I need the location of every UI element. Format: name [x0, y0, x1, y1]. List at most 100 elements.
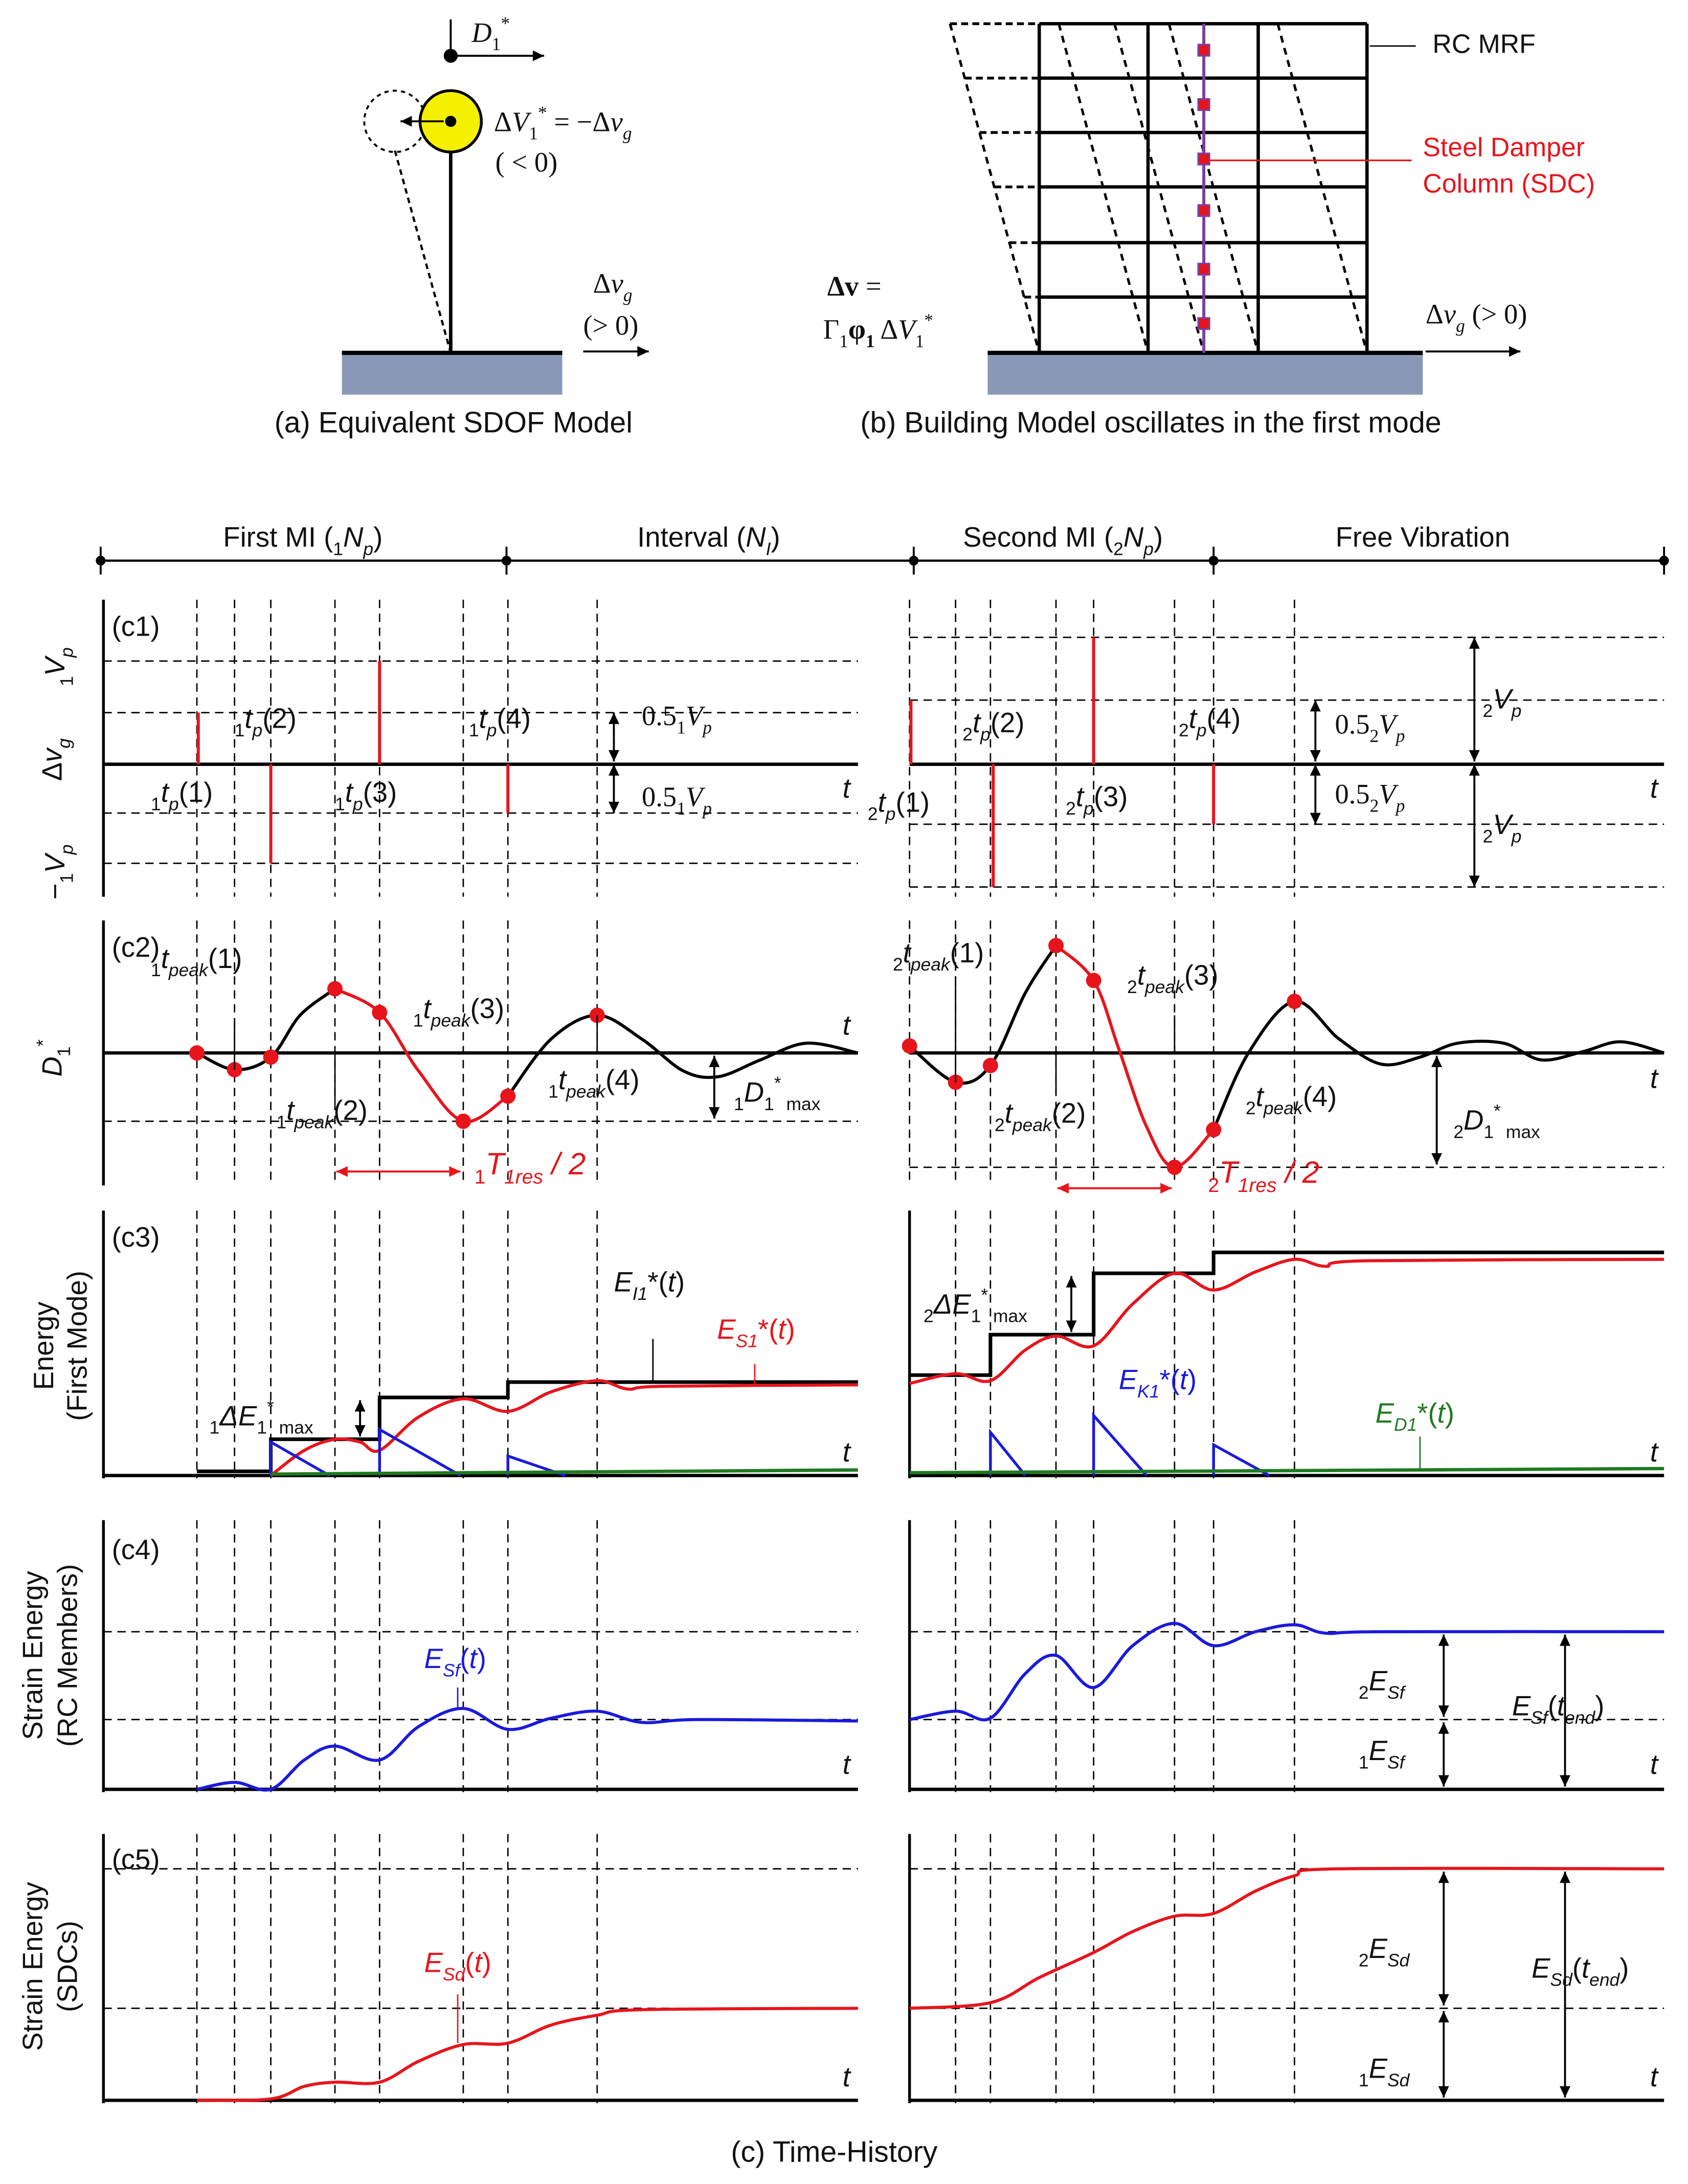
label-segment: E	[1369, 2053, 1388, 2084]
kinetic-energy-curve	[269, 1439, 330, 1477]
esd1-label: 1ESd	[1359, 2053, 1410, 2090]
label-segment: (1)	[895, 786, 930, 818]
half-vp-arrow-right-head	[1310, 813, 1321, 824]
esf1-arrow-head	[1438, 1775, 1449, 1787]
label-segment: t	[1005, 1098, 1014, 1129]
peak-marker	[500, 1088, 516, 1104]
label-segment: t	[668, 1267, 677, 1298]
label-segment: peak	[168, 960, 209, 980]
ed-label: ED1*(t)	[1376, 1398, 1454, 1435]
tres-arrow-right-head	[1057, 1183, 1069, 1194]
caption-a: (a) Equivalent SDOF Model	[275, 406, 633, 439]
tres-arrow-head	[336, 1166, 348, 1177]
label-segment: t	[474, 1947, 483, 1978]
label-segment: (> 0)	[583, 310, 638, 341]
figure-geometry	[96, 19, 1669, 2103]
label-segment: v	[611, 268, 624, 299]
half-vp-arrow-right-head	[1310, 764, 1321, 776]
label-segment: 1	[56, 676, 77, 686]
label-segment: Γ	[823, 314, 840, 345]
label-segment: (	[1548, 1691, 1557, 1722]
half-vp-arrow-head	[609, 750, 619, 762]
dmax-left: 1D1* max	[734, 1073, 821, 1114]
label-segment: *	[1494, 1101, 1501, 1121]
label-segment: 1	[235, 720, 245, 740]
gamma-label: Γ1φ1 ΔV1*	[823, 310, 933, 351]
label-segment: 1	[333, 538, 343, 559]
label-segment: t	[161, 777, 170, 808]
label-segment: v	[611, 106, 623, 137]
label-segment: g	[623, 123, 632, 144]
label-segment: peak	[1263, 1098, 1304, 1118]
label-segment: t	[345, 777, 354, 808]
label-segment: Δ	[1426, 299, 1444, 330]
label-segment: 1res	[504, 1166, 543, 1188]
label-segment: g	[623, 285, 633, 305]
label-segment: 1	[548, 1081, 558, 1101]
label-segment: Second MI (	[963, 522, 1113, 553]
label-segment: N	[343, 522, 364, 553]
label-segment: 1	[915, 331, 925, 351]
esd-end-label: ESd(tend)	[1532, 1952, 1629, 1990]
tpeak2-left: 1tpeak(2)	[276, 1095, 367, 1132]
label-segment: E	[1532, 1952, 1550, 1984]
label-segment: Δ	[494, 106, 512, 137]
label-segment: )	[373, 522, 382, 553]
tres-arrow-right-head	[1160, 1183, 1172, 1194]
label-segment: 1res	[1238, 1175, 1277, 1197]
panel-c2: (c2) D1* 1tpeak(1) 1tpeak(2) 1tpeak(3) 1…	[33, 932, 1659, 1197]
label-segment: v	[1444, 299, 1456, 330]
y-axis-label-line1: Strain Energy	[17, 1570, 48, 1740]
caption-b: (b) Building Model oscillates in the fir…	[860, 406, 1441, 439]
half-vp-arrow-right-head	[1310, 700, 1321, 712]
label-segment: φ	[848, 314, 866, 345]
half-vp-down-right: 0.52Vp	[1335, 778, 1405, 816]
label-segment: 1	[1359, 1752, 1369, 1772]
y-axis-label: Δvg	[36, 738, 74, 781]
label-segment: p	[363, 538, 373, 559]
mass-center	[445, 116, 457, 127]
vp-arrow-right-head	[1469, 764, 1480, 776]
label-segment: / 2	[1277, 1155, 1319, 1189]
label-segment: p	[486, 720, 497, 740]
tres-right: 2T1res / 2	[1208, 1155, 1319, 1197]
label-segment: )	[771, 522, 780, 553]
esd-label: ESd(t)	[424, 1947, 491, 1984]
sdc-damper	[1197, 204, 1210, 217]
label-segment: 1	[210, 1417, 220, 1438]
label-segment: p	[1083, 798, 1094, 819]
sdc-strain-energy-curve-right	[909, 1866, 1664, 2010]
gt0-label: (> 0)	[583, 310, 638, 341]
esf1-label: 1ESf	[1359, 1735, 1406, 1772]
ground-a	[342, 353, 562, 395]
peak-marker	[1166, 1159, 1182, 1175]
label-segment: *(	[1417, 1398, 1437, 1429]
label-segment: 1	[734, 1094, 744, 1114]
label-segment: *(	[647, 1267, 667, 1298]
label-segment: (3)	[363, 777, 397, 808]
t-axis-label-right: t	[1650, 1436, 1659, 1468]
label-segment: 2	[893, 954, 903, 975]
t-axis-label: t	[843, 1436, 852, 1468]
damping-energy-curve-right	[909, 1467, 1664, 1475]
tpeak3-right: 2tpeak(3)	[1127, 959, 1218, 997]
ek-label: EK1*(t)	[1119, 1364, 1197, 1401]
vp-arrow-right-head	[1469, 750, 1480, 762]
esf2-label: 2ESf	[1359, 1665, 1406, 1703]
half-vp-down-left: 0.51Vp	[642, 781, 712, 818]
label-segment: 1	[1359, 2070, 1369, 2090]
ground-motion-arrow-b-head	[1509, 346, 1521, 357]
label-segment: 1	[677, 798, 686, 819]
label-segment: 2	[1483, 701, 1493, 721]
esd2-arrow-head	[1438, 1872, 1449, 1883]
label-segment: peak	[431, 1010, 471, 1030]
label-segment: ( < 0)	[496, 146, 558, 177]
phase-interval: Interval (NI)	[637, 522, 780, 559]
tp1-right: 2tp(1)	[868, 786, 930, 824]
sdc-label-line1: Steel Damper	[1423, 132, 1585, 162]
peak-marker	[327, 981, 343, 997]
vp-down-right: 2Vp	[1483, 809, 1522, 846]
label-segment: E	[1512, 1691, 1531, 1722]
esf-end-arrow-head	[1560, 1634, 1571, 1646]
displacement-curve-pulse	[334, 987, 509, 1123]
